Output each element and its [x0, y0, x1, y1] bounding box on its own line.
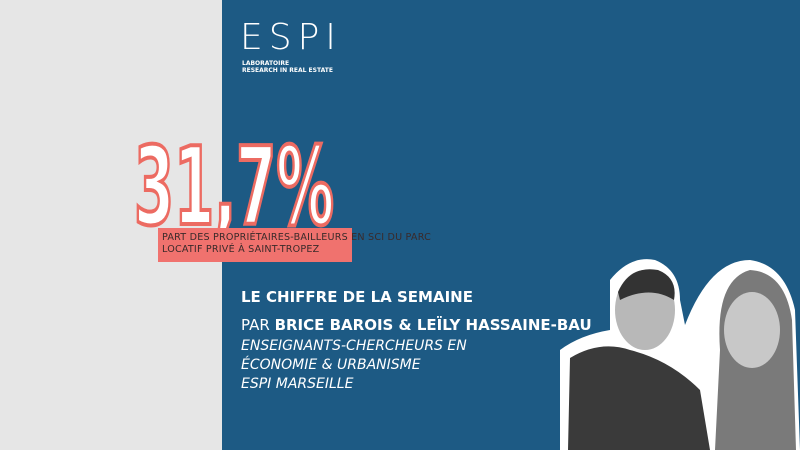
caption: PART DES PROPRIÉTAIRES-BAILLEURS EN SCI … [162, 232, 431, 243]
byline: PAR BRICE BAROIS & LEÏLY HASSAINE-BAU [241, 316, 592, 334]
caption: LOCATIF PRIVÉ À SAINT-TROPEZ [162, 244, 320, 255]
logo-line: RESEARCH IN REAL ESTATE [242, 67, 333, 74]
figure-value: 31,7% [134, 125, 334, 240]
author-names: BRICE BAROIS & LEÏLY HASSAINE-BAU [274, 316, 592, 334]
photo [560, 259, 800, 450]
caption-box [158, 228, 352, 262]
big-figure: 31,7% [132, 123, 336, 240]
role: ENSEIGNANTS-CHERCHEURS EN [241, 338, 467, 354]
heading: LE CHIFFRE DE LA SEMAINE [241, 288, 473, 306]
role: ÉCONOMIE & URBANISME [241, 357, 421, 373]
logo: ESPI [240, 17, 342, 58]
role: ESPI MARSEILLE [241, 376, 354, 392]
byline-prefix: PAR [241, 316, 270, 334]
logo-line: LABORATOIRE [242, 60, 290, 67]
side-band [0, 0, 222, 450]
